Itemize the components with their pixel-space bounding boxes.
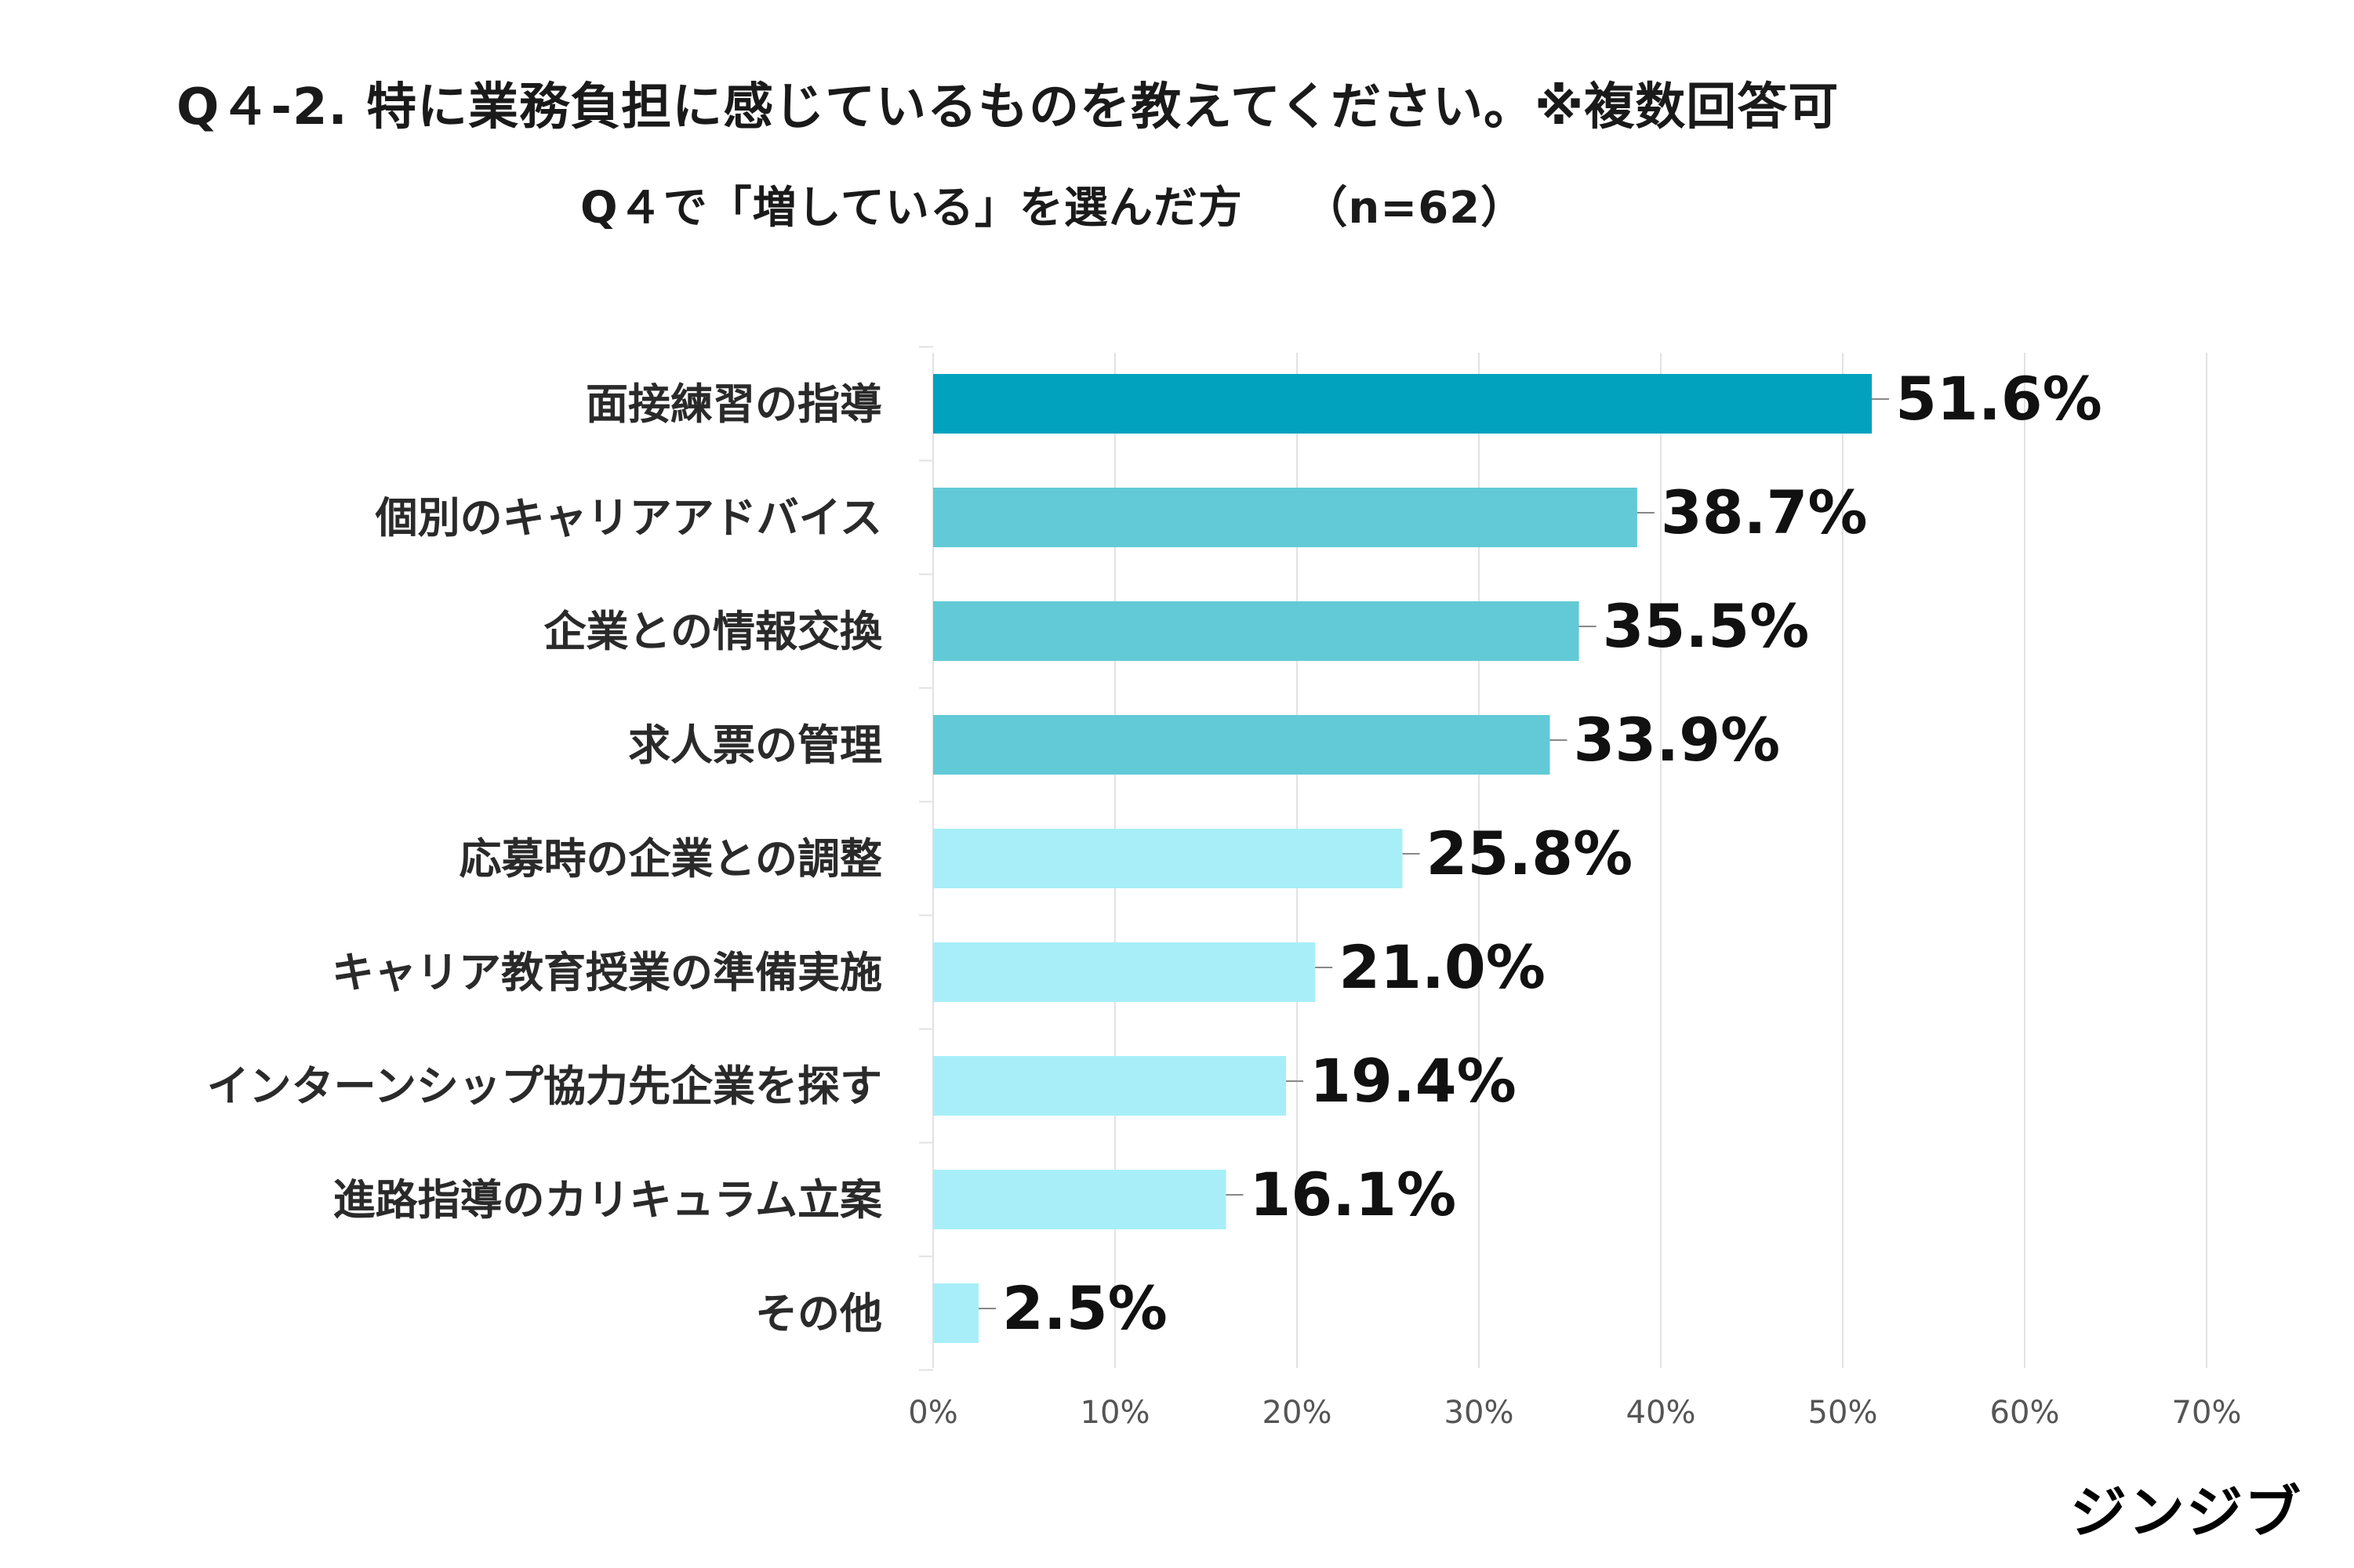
category-label: 求人票の管理 [628, 720, 882, 770]
category-label: その他 [755, 1289, 882, 1338]
bar [933, 1283, 979, 1343]
value-label: 33.9% [1573, 705, 1780, 775]
bar [933, 715, 1550, 775]
x-tick-label: 60% [1990, 1395, 2060, 1431]
labels: 0% 10% 20% 30% 40% 50% 60% 70% 面接練習の指導 51.6% 個別のキャ… [207, 364, 2242, 1431]
x-tick-label: 70% [2172, 1395, 2242, 1431]
category-label: 進路指導のカリキュラム立案 [333, 1175, 883, 1225]
bar [933, 1056, 1287, 1116]
category-label: 面接練習の指導 [586, 379, 882, 429]
x-tick-label: 30% [1444, 1395, 1514, 1431]
bar [933, 829, 1403, 888]
bar [933, 1170, 1226, 1229]
bar [933, 374, 1873, 434]
value-label: 19.4% [1310, 1046, 1517, 1116]
x-tick-label: 20% [1262, 1395, 1332, 1431]
x-tick-label: 10% [1081, 1395, 1150, 1431]
value-label: 35.5% [1603, 591, 1810, 661]
value-label: 51.6% [1895, 364, 2102, 434]
x-tick-label: 0% [908, 1395, 957, 1431]
bar [933, 488, 1637, 547]
value-label: 25.8% [1426, 818, 1633, 888]
category-label: 企業との情報交換 [544, 607, 883, 656]
value-label: 38.7% [1661, 477, 1868, 547]
bar [933, 942, 1316, 1002]
x-tick-label: 40% [1626, 1395, 1696, 1431]
value-label: 2.5% [1002, 1273, 1168, 1343]
category-label: キャリア教育授業の準備実施 [332, 948, 882, 997]
category-label: インターンシップ協力先企業を探す [207, 1062, 882, 1111]
category-label: 個別のキャリアアドバイス [375, 493, 882, 543]
x-tick-label: 50% [1808, 1395, 1878, 1431]
value-label: 21.0% [1339, 932, 1546, 1002]
chart-title: Q４-2. 特に業務負担に感じているものを教えてください。※複数回答可 [176, 78, 1840, 136]
bar [933, 601, 1579, 661]
value-label: 16.1% [1250, 1160, 1457, 1229]
chart-subtitle: Q４で「増している」を選んだ方 （n=62） [580, 183, 1526, 234]
grid-lines [919, 346, 2207, 1371]
bars [933, 374, 1873, 1343]
brand-logo: ジンジブ [2070, 1479, 2303, 1545]
category-label: 応募時の企業との調整 [460, 834, 882, 884]
